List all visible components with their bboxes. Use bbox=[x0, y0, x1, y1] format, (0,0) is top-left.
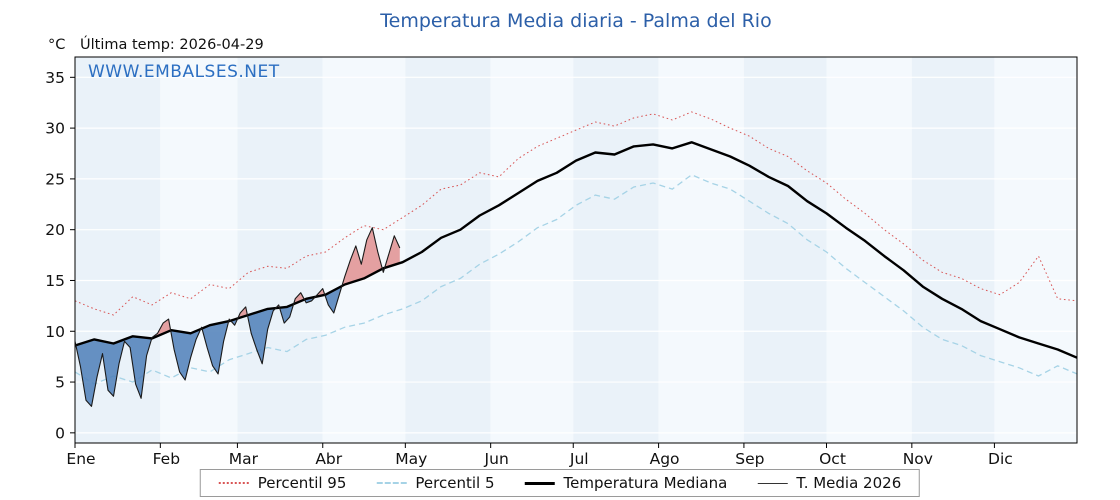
legend-item-temperatura-mediana: Temperatura Mediana bbox=[524, 474, 727, 492]
percentil-5-line-sample-icon bbox=[376, 482, 407, 484]
svg-text:10: 10 bbox=[45, 323, 65, 341]
y-axis-unit-label: °C bbox=[48, 37, 66, 53]
svg-text:Ago: Ago bbox=[650, 450, 680, 468]
legend-label: T. Media 2026 bbox=[796, 474, 902, 492]
mediana-line-sample-icon bbox=[524, 481, 555, 485]
svg-text:0: 0 bbox=[55, 424, 65, 442]
svg-text:30: 30 bbox=[45, 120, 65, 138]
legend-label: Temperatura Mediana bbox=[563, 474, 728, 492]
chart-title: Temperatura Media diaria - Palma del Rio bbox=[380, 10, 772, 32]
last-temp-annotation: Última temp: 2026-04-29 bbox=[80, 37, 264, 53]
svg-text:Mar: Mar bbox=[229, 450, 259, 468]
legend-label: Percentil 5 bbox=[415, 474, 495, 492]
svg-text:20: 20 bbox=[45, 221, 65, 239]
svg-text:Jun: Jun bbox=[484, 450, 509, 468]
svg-text:25: 25 bbox=[45, 170, 65, 188]
svg-text:35: 35 bbox=[45, 69, 65, 87]
svg-text:15: 15 bbox=[45, 272, 65, 290]
percentil-95-line-sample-icon bbox=[218, 482, 249, 484]
svg-text:Jul: Jul bbox=[569, 450, 589, 468]
svg-text:Nov: Nov bbox=[903, 450, 933, 468]
t-media-2026-line-sample-icon bbox=[757, 482, 788, 484]
svg-text:Abr: Abr bbox=[315, 450, 342, 468]
svg-text:Dic: Dic bbox=[988, 450, 1013, 468]
svg-text:Ene: Ene bbox=[66, 450, 95, 468]
legend-item-percentil-95: Percentil 95 bbox=[218, 474, 347, 492]
legend-label: Percentil 95 bbox=[257, 474, 347, 492]
svg-text:Feb: Feb bbox=[153, 450, 180, 468]
svg-text:Oct: Oct bbox=[819, 450, 846, 468]
chart-legend: Percentil 95 Percentil 5 Temperatura Med… bbox=[199, 469, 921, 497]
svg-text:May: May bbox=[395, 450, 427, 468]
svg-text:Sep: Sep bbox=[735, 450, 764, 468]
svg-text:5: 5 bbox=[55, 374, 65, 392]
legend-item-percentil-5: Percentil 5 bbox=[376, 474, 494, 492]
watermark: WWW.EMBALSES.NET bbox=[88, 62, 280, 82]
legend-item-t-media-2026: T. Media 2026 bbox=[757, 474, 901, 492]
